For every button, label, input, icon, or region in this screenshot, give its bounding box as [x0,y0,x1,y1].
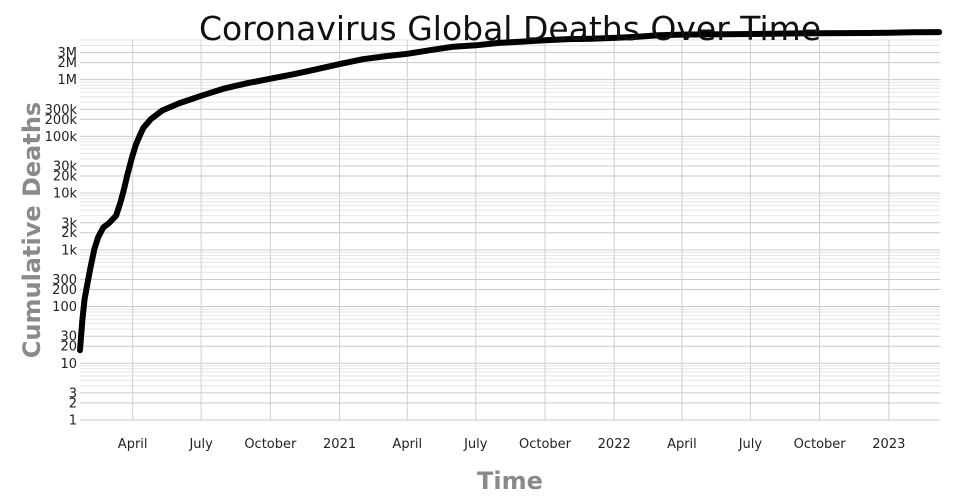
y-tick-label: 1 [69,414,77,429]
y-tick-label: 20k [53,170,78,185]
y-tick-label: 100 [52,300,77,315]
deaths-series-line [77,29,943,354]
x-tick-label: 2023 [872,437,905,452]
x-tick-label: July [463,437,488,452]
x-tick-label: July [738,437,763,452]
y-tick-label: 300k [45,103,78,118]
y-tick-label: 1k [61,243,77,258]
tick-labels: April July October 2021 April July October 2022… [45,46,906,452]
y-tick-label: 2k [61,226,77,241]
x-tick-label: 2021 [323,437,356,452]
y-tick-label: 10k [53,187,78,202]
x-tick-label: April [667,437,697,452]
y-tick-label: 3M [58,46,78,61]
x-tick-label: July [188,437,213,452]
grid [80,39,940,421]
y-tick-label: 3k [61,216,77,231]
y-tick-label: 2 [69,396,77,411]
y-tick-label: 20 [60,340,77,355]
series-layer [77,29,943,354]
x-tick-label: October [244,437,297,452]
y-axis-title: Cumulative Deaths [18,102,46,358]
y-tick-label: 10 [60,357,77,372]
y-tick-label: 100k [45,130,78,145]
x-tick-label: October [794,437,847,452]
x-tick-label: 2022 [598,437,631,452]
x-axis-title: Time [477,467,543,495]
x-tick-label: October [519,437,572,452]
y-tick-label: 1M [58,73,78,88]
y-tick-label: 30 [60,330,77,345]
x-tick-label: April [392,437,422,452]
y-tick-label: 300 [52,273,77,288]
chart-title: Coronavirus Global Deaths Over Time [199,9,821,48]
y-tick-label: 200 [52,283,77,298]
y-tick-label: 3 [69,386,77,401]
x-tick-label: April [118,437,148,452]
y-tick-label: 30k [53,160,78,175]
y-tick-label: 200k [45,113,78,128]
y-tick-label: 2M [58,56,78,71]
